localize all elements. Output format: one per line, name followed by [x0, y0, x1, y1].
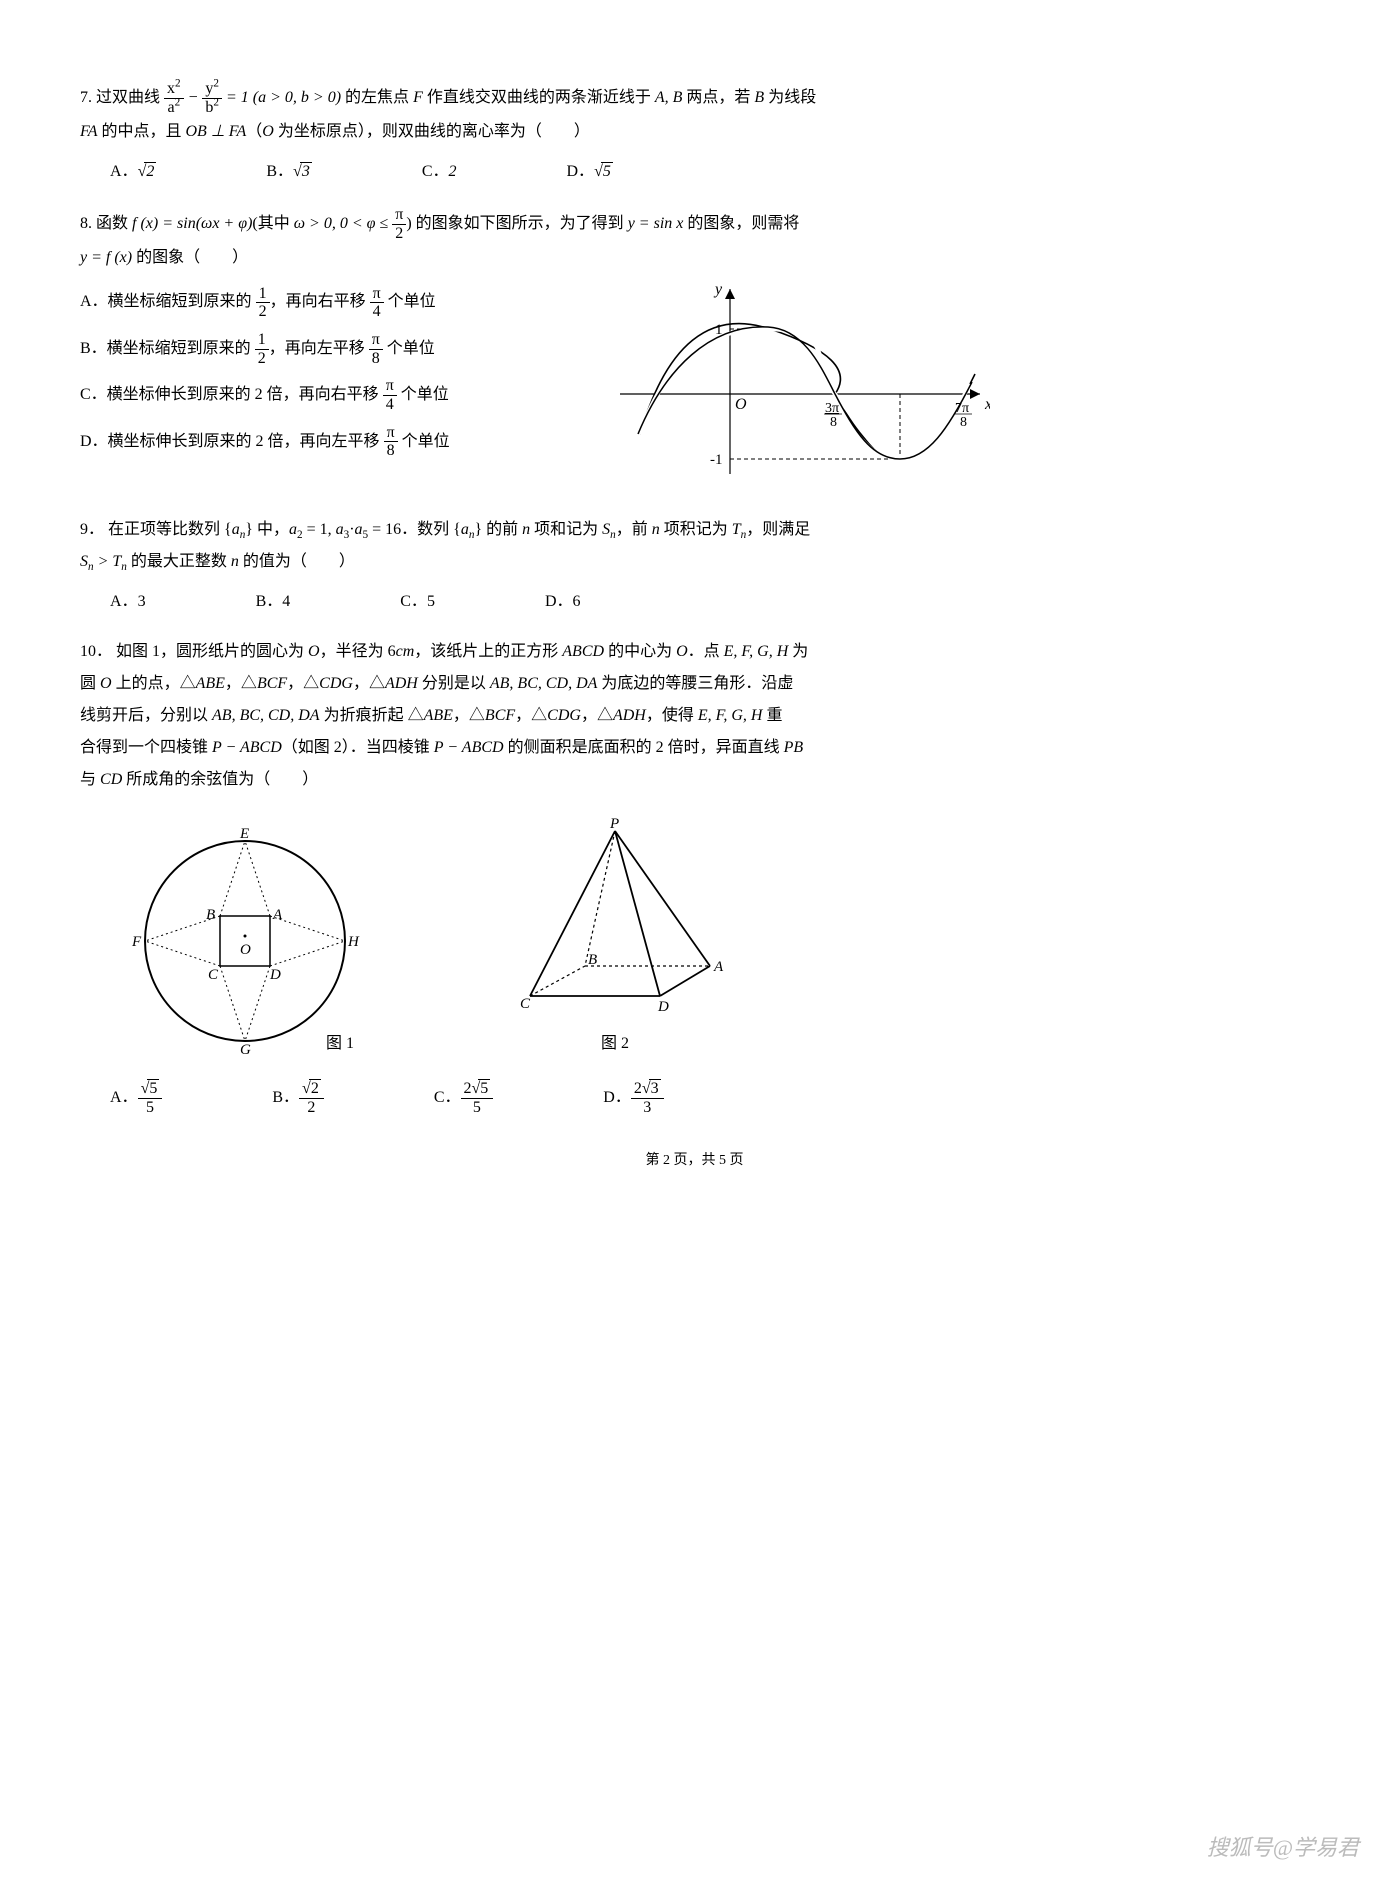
q8-choice-c[interactable]: C．横坐标伸长到原来的 2 倍，再向右平移 π4 个单位 [80, 377, 570, 413]
svg-text:A: A [713, 959, 724, 975]
q10-text-a: 如图 1，圆形纸片的圆心为 O，半径为 6cm，该纸片上的正方形 ABCD 的中… [116, 643, 808, 660]
q8-text-a: 函数 f (x) = sin(ωx + φ)(其中 ω > 0, 0 < φ ≤… [96, 215, 799, 232]
q8-options: A．横坐标缩短到原来的 12，再向右平移 π4 个单位 B．横坐标缩短到原来的 … [80, 274, 570, 470]
svg-text:x: x [984, 396, 990, 413]
svg-text:8: 8 [960, 415, 967, 430]
svg-text:-1: -1 [710, 452, 723, 468]
q8-choice-d[interactable]: D．横坐标伸长到原来的 2 倍，再向左平移 π8 个单位 [80, 424, 570, 460]
q8-graph: x y O 1 -1 3π 8 7π [610, 274, 990, 496]
q8-choice-a[interactable]: A．横坐标缩短到原来的 12，再向右平移 π4 个单位 [80, 284, 570, 320]
q10-choice-c[interactable]: C．2√55 [434, 1080, 493, 1116]
figure-1: O E F G H B A C D 图 1 [130, 826, 360, 1060]
svg-text:B: B [588, 952, 597, 968]
svg-text:H: H [347, 934, 360, 950]
q7-text-c: FA 的中点，且 OB ⊥ FA（O 为坐标原点），则双曲线的离心率为（ ） [80, 116, 1309, 148]
svg-text:D: D [269, 967, 281, 983]
q9-choices: A．3 B．4 C．5 D．6 [80, 586, 1309, 618]
question-8: 8. 函数 f (x) = sin(ωx + φ)(其中 ω > 0, 0 < … [80, 206, 1309, 496]
svg-text:G: G [240, 1042, 251, 1056]
q7-choices: A．√2 B．√3 C．2 D．√5 [80, 156, 1309, 188]
q7-equation: x2a2 − y2b2 = 1 [164, 89, 253, 106]
q7-text-a: 过双曲线 [96, 89, 160, 106]
q7-choice-a[interactable]: A．√2 [110, 156, 156, 188]
q9-choice-b[interactable]: B．4 [256, 586, 291, 618]
q8-text-b: y = f (x) 的图象（ ） [80, 242, 1309, 274]
q8-choice-b[interactable]: B．横坐标缩短到原来的 12，再向左平移 π8 个单位 [80, 331, 570, 367]
q10-num: 10． [80, 643, 112, 660]
q9-choice-c[interactable]: C．5 [400, 586, 435, 618]
q10-text-b: 圆 O 上的点，△ABE，△BCF，△CDG，△ADH 分别是以 AB, BC,… [80, 668, 1309, 700]
q7-choice-b[interactable]: B．√3 [266, 156, 311, 188]
figure-2: P A B C D 图 2 [500, 816, 730, 1060]
q10-text-e: 与 CD 所成角的余弦值为（ ） [80, 764, 1309, 796]
svg-text:D: D [657, 999, 669, 1015]
q7-text-b: 的左焦点 F 作直线交双曲线的两条渐近线于 A, B 两点，若 B 为线段 [345, 89, 816, 106]
q7-num: 7. [80, 89, 92, 106]
q7-choice-d[interactable]: D．√5 [567, 156, 613, 188]
svg-text:B: B [206, 907, 215, 923]
q10-text-d: 合得到一个四棱锥 P − ABCD（如图 2）．当四棱锥 P − ABCD 的侧… [80, 732, 1309, 764]
svg-text:F: F [131, 934, 142, 950]
fig2-label: 图 2 [500, 1028, 730, 1060]
q9-choice-d[interactable]: D．6 [545, 586, 581, 618]
question-10: 10． 如图 1，圆形纸片的圆心为 O，半径为 6cm，该纸片上的正方形 ABC… [80, 636, 1309, 1116]
page-footer: 第 2 页，共 5 页 [80, 1147, 1309, 1175]
svg-text:E: E [239, 826, 249, 842]
q9-num: 9． [80, 521, 104, 538]
watermark: 搜狐号@学易君 [1207, 1826, 1359, 1870]
q7-choice-c[interactable]: C．2 [422, 156, 457, 188]
question-7: 7. 过双曲线 x2a2 − y2b2 = 1 (a > 0, b > 0) 的… [80, 80, 1309, 188]
svg-text:C: C [520, 996, 531, 1012]
q9-text-b: Sn > Tn 的最大正整数 n 的值为（ ） [80, 546, 1309, 578]
q10-text-c: 线剪开后，分别以 AB, BC, CD, DA 为折痕折起 △ABE，△BCF，… [80, 700, 1309, 732]
q7-cond: (a > 0, b > 0) [253, 89, 341, 106]
q8-num: 8. [80, 215, 92, 232]
svg-text:y: y [713, 281, 723, 298]
q10-choice-a[interactable]: A．√55 [110, 1080, 162, 1116]
q9-text-a: 在正项等比数列 {an} 中，a2 = 1, a3·a5 = 16．数列 {an… [108, 521, 810, 538]
svg-text:A: A [272, 907, 283, 923]
svg-text:8: 8 [830, 415, 837, 430]
q10-choices: A．√55 B．√22 C．2√55 D．2√33 [80, 1080, 1309, 1116]
svg-text:C: C [208, 967, 219, 983]
svg-text:O: O [240, 942, 251, 958]
q10-choice-b[interactable]: B．√22 [272, 1080, 323, 1116]
svg-text:P: P [609, 816, 619, 832]
q10-choice-d[interactable]: D．2√33 [603, 1080, 663, 1116]
q9-choice-a[interactable]: A．3 [110, 586, 146, 618]
svg-text:O: O [735, 396, 747, 413]
question-9: 9． 在正项等比数列 {an} 中，a2 = 1, a3·a5 = 16．数列 … [80, 514, 1309, 618]
